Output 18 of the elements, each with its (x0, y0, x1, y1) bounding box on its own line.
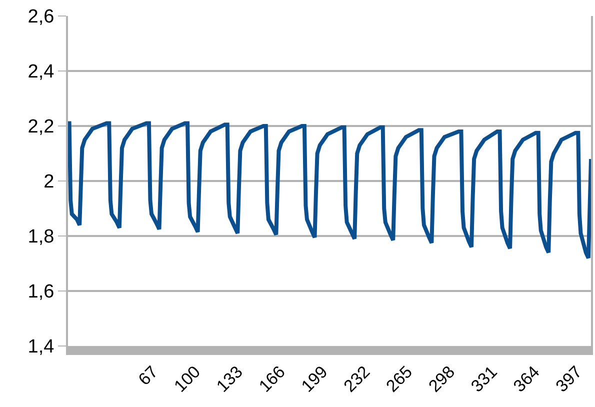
x-tick-label: 133 (212, 362, 246, 396)
x-tick-label: 232 (340, 362, 374, 396)
x-tick-label: 265 (382, 362, 416, 396)
x-tick-label: 67 (134, 362, 162, 390)
x-tick-label: 199 (298, 362, 332, 396)
y-tick-label: 2,4 (28, 62, 55, 83)
y-tick-label: 1,6 (28, 282, 54, 303)
y-tick-label: 1,4 (28, 336, 55, 358)
x-tick-label: 298 (424, 362, 458, 396)
y-tick-label: 2,2 (28, 116, 54, 138)
x-tick-label: 331 (467, 362, 501, 396)
x-tick-label: 100 (170, 362, 204, 396)
x-tick-label: 166 (255, 362, 289, 396)
y-tick-label: 1,8 (28, 226, 54, 248)
y-tick-label: 2,6 (28, 6, 54, 28)
x-tick-label: 397 (552, 362, 586, 396)
x-tick-label: 364 (510, 362, 544, 396)
y-tick-label: 2 (44, 172, 54, 193)
